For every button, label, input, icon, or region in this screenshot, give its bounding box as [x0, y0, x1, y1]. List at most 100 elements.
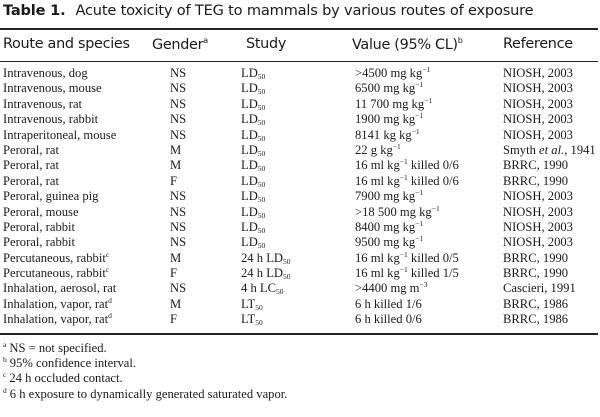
cell-study: LD50 [241, 205, 265, 220]
cell-study: LD50 [241, 128, 265, 143]
table-row: Intraperitoneal, mouse NS LD50 8141 kg kg−1… [0, 126, 600, 143]
footnote: b 95% confidence interval. [3, 356, 287, 371]
reference-etal: et al. [539, 142, 565, 157]
cell-value: 16 ml kg−1 killed 0/6 [355, 172, 459, 189]
cell-reference: NIOSH, 2003 [503, 97, 573, 112]
table-caption: Table 1. Acute toxicity of TEG to mammals… [3, 2, 598, 19]
study-subscript: 50 [257, 118, 266, 128]
header-study: Study [246, 36, 286, 54]
cell-study: LD50 [241, 189, 265, 204]
route-footnote-mark: c [105, 265, 110, 275]
cell-route: Peroral, guinea pig [3, 189, 98, 204]
cell-reference: BRRC, 1990 [503, 251, 568, 266]
cell-value: 1900 mg kg−1 [355, 112, 423, 127]
cell-reference: NIOSH, 2003 [503, 81, 573, 96]
table-row: Inhalation, vapor, ratd F LT50 6 h killed 0… [0, 312, 600, 327]
value-exponent: −3 [419, 280, 428, 290]
study-measure: LD [241, 173, 258, 188]
cell-reference: BRRC, 1990 [503, 266, 568, 281]
cell-study: LD50 [241, 97, 265, 112]
value-text: 16 ml kg [355, 266, 400, 281]
study-prefix: 24 h [241, 250, 267, 265]
cell-study: LD50 [241, 220, 265, 235]
value-exponent: −1 [411, 126, 420, 136]
cell-gender: NS [170, 204, 187, 219]
cell-value: 6 h killed 1/6 [355, 297, 422, 312]
route-text: Peroral, rat [3, 142, 59, 157]
study-prefix: 4 h [241, 281, 260, 296]
value-text: 8141 kg kg [355, 127, 412, 142]
cell-gender: NS [170, 96, 187, 111]
route-text: Intraperitoneal, mouse [3, 127, 117, 142]
study-subscript: 50 [275, 287, 284, 297]
route-footnote-mark: d [108, 311, 112, 321]
study-measure: LD [241, 219, 258, 234]
value-text: >4500 mg kg [355, 66, 423, 80]
value-exponent: −1 [399, 265, 408, 275]
header-reference: Reference [503, 36, 573, 54]
header-study-text: Study [246, 36, 287, 52]
study-subscript: 50 [257, 225, 266, 235]
reference-text: Smyth [503, 142, 540, 157]
table-row: Peroral, rabbit NS LD50 8400 mg kg−1 NIOSH, … [0, 220, 600, 235]
cell-gender: F [170, 173, 178, 188]
study-measure: LD [241, 235, 258, 250]
header-reference-text: Reference [503, 36, 573, 52]
bottom-rule [0, 333, 598, 335]
cell-value: 6 h killed 0/6 [355, 312, 422, 327]
study-subscript: 50 [257, 195, 266, 205]
cell-gender: NS [170, 66, 187, 80]
cell-value: 16 ml kg−1 killed 0/6 [355, 158, 459, 173]
route-text: Intravenous, dog [3, 66, 88, 80]
value-text: 16 ml kg [355, 173, 400, 188]
value-exponent: −1 [399, 157, 408, 167]
cell-gender: NS [170, 81, 187, 96]
table-row: Percutaneous, rabbitc F 24 h LD50 16 ml kg−… [0, 266, 600, 281]
cell-route: Peroral, rat [3, 158, 59, 173]
study-subscript: 50 [257, 87, 266, 97]
footnote-text: 6 h exposure to dynamically generated sa… [9, 386, 288, 401]
reference-text: NIOSH, 2003 [503, 66, 573, 80]
route-text: Inhalation, vapor, rat [3, 312, 109, 327]
cell-route: Peroral, rat [3, 174, 59, 189]
table-row: Intravenous, dog NS LD50 >4500 mg kg−1 NIOSH… [0, 66, 600, 81]
reference-text: NIOSH, 2003 [503, 219, 573, 234]
header-gender: Gendera [152, 36, 208, 54]
route-text: Inhalation, aerosol, rat [3, 281, 117, 296]
value-text: >18 500 mg kg [355, 204, 432, 219]
route-footnote-mark: d [108, 295, 112, 305]
route-text: Peroral, rat [3, 158, 59, 173]
cell-route: Peroral, rat [3, 143, 59, 158]
value-text: 9500 mg kg [355, 235, 416, 250]
cell-value: 9500 mg kg−1 [355, 235, 423, 250]
study-subscript: 50 [257, 102, 266, 112]
table-label: Table 1. [3, 2, 66, 19]
table-body: Intravenous, dog NS LD50 >4500 mg kg−1 NIOSH… [0, 66, 600, 328]
footnote: c 24 h occluded contact. [3, 371, 287, 386]
study-subscript: 50 [255, 302, 263, 312]
cell-gender: M [170, 250, 182, 265]
cell-reference: NIOSH, 2003 [503, 112, 573, 127]
cell-route: Peroral, mouse [3, 205, 79, 220]
value-exponent: −1 [399, 172, 408, 182]
cell-value: 16 ml kg−1 killed 1/5 [355, 266, 459, 281]
cell-gender: NS [170, 189, 187, 204]
value-text: 8400 mg kg [355, 219, 416, 234]
study-measure: LD [241, 96, 258, 111]
cell-gender: F [170, 266, 178, 281]
cell-gender: M [170, 142, 182, 157]
study-prefix: 24 h [241, 266, 267, 281]
cell-reference: NIOSH, 2003 [503, 189, 573, 204]
cell-value: 8141 kg kg−1 [355, 126, 420, 143]
cell-gender: NS [170, 219, 187, 234]
study-subscript: 50 [257, 133, 266, 143]
reference-text: NIOSH, 2003 [503, 189, 573, 204]
cell-gender: M [170, 296, 182, 311]
cell-study: LD50 [241, 112, 265, 127]
study-subscript: 50 [255, 318, 263, 328]
cell-route: Peroral, rabbit [3, 220, 75, 235]
cell-value: >4400 mg m−3 [355, 281, 427, 296]
table-row: Percutaneous, rabbitc M 24 h LD50 16 ml kg−… [0, 250, 600, 266]
value-suffix: killed 0/6 [407, 173, 459, 188]
study-subscript: 50 [257, 72, 266, 81]
